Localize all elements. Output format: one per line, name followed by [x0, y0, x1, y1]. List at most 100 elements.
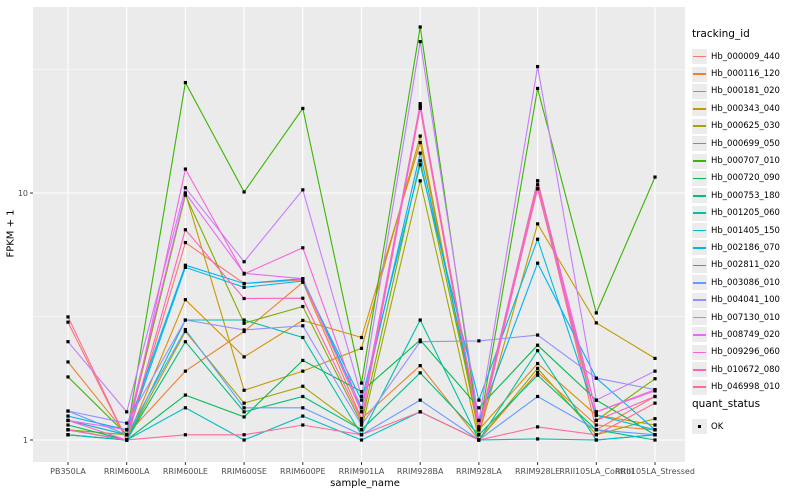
data-point [359, 418, 364, 423]
x-tick-label: RRII105LA_Control [559, 467, 633, 476]
data-point [359, 421, 364, 425]
data-point [66, 340, 70, 344]
data-point [536, 237, 540, 241]
data-point [183, 340, 187, 344]
legend-item-label: Hb_000343_040 [711, 103, 780, 114]
data-point [242, 401, 246, 405]
data-point [66, 320, 70, 324]
data-point [653, 356, 657, 360]
legend-item: Hb_000343_040 [692, 100, 798, 117]
data-point [477, 418, 481, 423]
data-point [536, 187, 540, 191]
data-point [301, 358, 305, 363]
data-point [418, 340, 422, 344]
data-point [301, 106, 305, 111]
legend-item: Hb_001205_060 [692, 205, 798, 222]
data-point [359, 410, 364, 414]
data-point [536, 179, 540, 183]
data-point [359, 417, 364, 421]
legend-item: Hb_008749_020 [692, 326, 798, 343]
data-point [594, 428, 598, 432]
data-point [359, 335, 364, 340]
legend-item-label: Hb_000707_010 [711, 156, 780, 167]
data-point [359, 406, 364, 410]
data-point [594, 410, 598, 414]
data-point [66, 315, 70, 319]
data-point [477, 425, 481, 429]
quant-ok-label: OK [711, 421, 724, 432]
legend-line-icon [693, 195, 706, 197]
data-point [301, 335, 305, 340]
data-point [183, 191, 187, 195]
legend-item-label: Hb_000699_050 [711, 138, 780, 149]
legend-item-label: Hb_000116_120 [711, 69, 780, 80]
data-point [594, 423, 598, 427]
data-point [418, 151, 422, 155]
legend-item: Hb_000720_090 [692, 170, 798, 187]
legend-item: Hb_000699_050 [692, 135, 798, 152]
x-tick-label: PB350LA [50, 467, 86, 476]
legend-key-swatch [692, 83, 707, 99]
data-point [594, 418, 598, 423]
data-point [66, 360, 70, 364]
legend-item-label: Hb_003086_010 [711, 277, 780, 288]
legend-line-icon [693, 90, 706, 93]
x-tick-label: RRIM928LA [456, 467, 502, 476]
data-point [301, 414, 305, 418]
data-point [359, 346, 364, 350]
data-point [301, 279, 305, 283]
data-point [477, 438, 481, 442]
data-point [477, 428, 481, 432]
data-point [536, 183, 540, 187]
data-point [301, 394, 305, 399]
data-point [359, 390, 364, 394]
legend-item: Hb_000181_020 [692, 83, 798, 100]
data-point [418, 179, 422, 183]
data-point [418, 134, 422, 138]
data-point [183, 265, 187, 269]
legend-key-swatch [692, 310, 707, 326]
legend-quant-status: quant_status OK [692, 398, 798, 435]
data-point [536, 333, 540, 337]
data-point [301, 324, 305, 328]
x-tick-label: RRIM600LA [104, 467, 150, 476]
data-point [66, 423, 70, 427]
data-point [653, 387, 657, 392]
data-point [418, 159, 422, 163]
x-tick-label: RRIM600LE [163, 467, 208, 476]
data-point [359, 423, 364, 427]
legend-line-icon [693, 177, 706, 180]
legend-key-swatch [692, 240, 707, 256]
data-point [183, 167, 187, 171]
data-point [183, 393, 187, 397]
data-point [418, 398, 422, 402]
data-point [418, 102, 422, 106]
data-point [183, 406, 187, 410]
data-point [536, 361, 540, 366]
data-point [242, 260, 246, 264]
data-point [653, 394, 657, 399]
legend-line-icon [693, 125, 706, 128]
data-point [183, 240, 187, 245]
legend-line-icon [693, 351, 706, 354]
legend-line-icon [693, 142, 706, 145]
data-point [125, 433, 129, 437]
data-point [536, 394, 540, 399]
legend-item-label: Hb_000625_030 [711, 121, 780, 132]
legend-item-label: Hb_002811_020 [711, 260, 780, 271]
data-point [301, 369, 305, 373]
data-point [418, 371, 422, 375]
legend-item-label: Hb_002186_070 [711, 242, 780, 253]
legend-item-label: Hb_000181_020 [711, 86, 780, 97]
legend-key-swatch [692, 188, 707, 204]
legend-key-swatch [692, 327, 707, 343]
y-tick-label: 10 [18, 189, 28, 198]
data-point [418, 25, 422, 29]
legend-item-label: Hb_046998_010 [711, 382, 780, 393]
legend-key-swatch [692, 223, 707, 239]
legend-key-swatch [692, 205, 707, 221]
data-point [242, 190, 246, 194]
data-point [66, 409, 70, 413]
